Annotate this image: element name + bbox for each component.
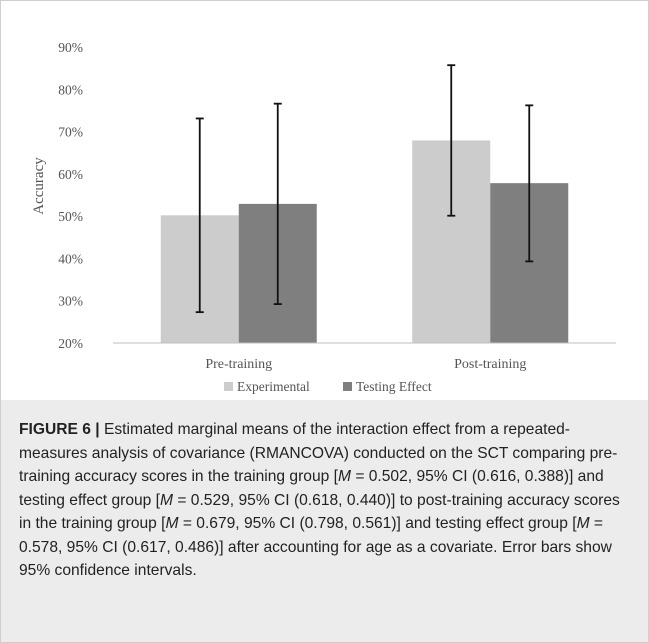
- y-tick-label: 50%: [58, 209, 83, 224]
- figure-caption: FIGURE 6 | Estimated marginal means of t…: [1, 400, 648, 642]
- x-tick-label: Pre-training: [205, 357, 272, 372]
- caption-symbol: M: [337, 468, 351, 485]
- caption-symbol: M: [576, 515, 590, 532]
- caption-label: FIGURE 6 |: [19, 421, 100, 438]
- error-bars: [195, 64, 534, 314]
- bar-chart: 20% 30% 40% 50% 60% 70% 80% 90% Accuracy Pre-tr…: [31, 40, 616, 394]
- y-tick-label: 60%: [58, 167, 83, 182]
- caption-text: Estimated marginal means of the interact…: [19, 421, 618, 485]
- caption-symbol: M: [165, 515, 179, 532]
- y-tick-label: 70%: [58, 125, 83, 140]
- y-axis-label: Accuracy: [31, 157, 47, 215]
- x-tick-label: Post-training: [454, 357, 526, 372]
- legend-swatch: [224, 382, 233, 391]
- y-tick-label: 30%: [58, 294, 83, 309]
- y-tick-label: 20%: [58, 336, 83, 351]
- y-tick-label: 80%: [58, 82, 83, 97]
- caption-text: = 0.578, 95% CI (0.617, 0.486)] after ac…: [19, 515, 612, 579]
- y-axis-ticks: 20% 30% 40% 50% 60% 70% 80% 90%: [58, 40, 83, 351]
- legend-label: Testing Effect: [356, 379, 432, 394]
- x-axis-ticks: Pre-training Post-training: [205, 357, 526, 372]
- y-tick-label: 90%: [58, 40, 83, 55]
- bars: [160, 140, 569, 343]
- caption-text: = 0.529, 95% CI (0.618, 0.440)] to post-…: [19, 491, 620, 533]
- legend: Experimental Testing Effect: [224, 379, 432, 394]
- caption-text: = 0.502, 95% CI (0.616, 0.388)] and test…: [19, 468, 604, 509]
- legend-label: Experimental: [237, 379, 310, 394]
- caption-symbol: M: [160, 491, 174, 509]
- legend-swatch: [343, 382, 352, 391]
- y-tick-label: 40%: [58, 251, 83, 266]
- caption-text: = 0.679, 95% CI (0.798, 0.561)] and test…: [178, 515, 577, 532]
